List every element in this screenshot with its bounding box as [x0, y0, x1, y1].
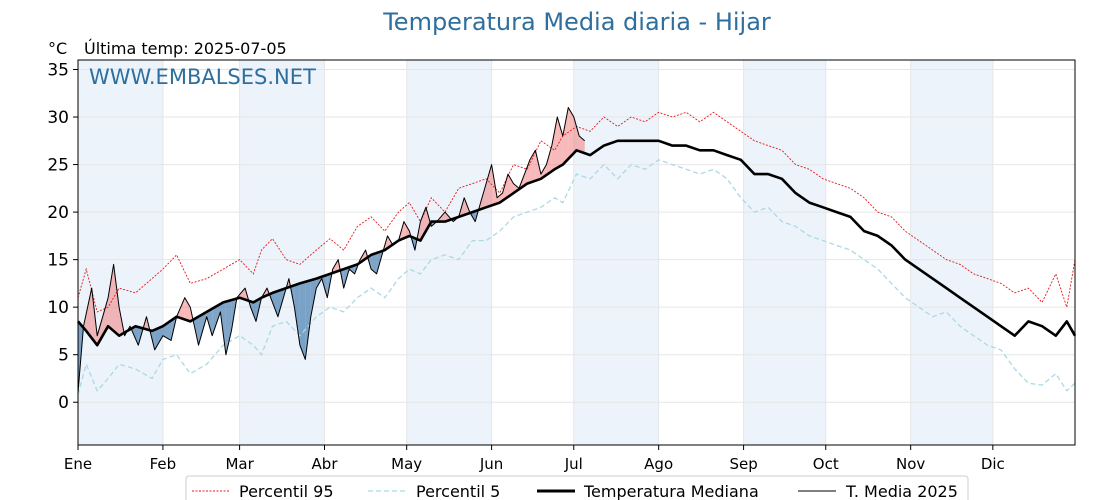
month-band-nov [910, 60, 993, 445]
y-tick-label: 35 [47, 61, 69, 81]
month-band-jul [573, 60, 659, 445]
fill-above-median [508, 174, 514, 197]
legend: Percentil 95 Percentil 5 Temperatura Med… [185, 475, 969, 500]
legend-label-current: T. Media 2025 [845, 482, 958, 500]
fill-above-median [579, 136, 585, 154]
fill-above-median [573, 117, 580, 154]
fill-above-median [403, 221, 410, 239]
fill-below-median [371, 252, 377, 274]
month-band-mar [239, 60, 325, 445]
x-tick-label: Nov [896, 455, 925, 473]
x-tick-label: Dic [981, 455, 1005, 473]
fill-above-median [529, 150, 536, 183]
x-tick-label: Sep [729, 455, 757, 473]
y-tick-label: 20 [47, 203, 69, 223]
legend-label-p95: Percentil 95 [239, 482, 334, 500]
month-bands [78, 60, 993, 445]
chart-title: Temperatura Media diaria - Hijar [382, 8, 771, 36]
fill-below-median [225, 300, 232, 355]
fill-above-median [524, 159, 530, 186]
fill-above-median [113, 264, 120, 336]
fill-below-median [299, 281, 306, 360]
fill-above-median [486, 164, 492, 208]
unit-label: °C [48, 39, 67, 58]
fill-above-median [83, 288, 92, 339]
series-line-median [77, 139, 1077, 347]
x-tick-label: Jun [479, 455, 503, 473]
fill-below-median [250, 300, 257, 322]
series-line-p5 [77, 159, 1076, 395]
month-band-may [406, 60, 492, 445]
fill-below-median [272, 291, 278, 317]
legend-label-p5: Percentil 5 [416, 482, 500, 500]
y-tick-label: 15 [47, 251, 69, 271]
watermark: WWW.EMBALSES.NET [89, 65, 316, 89]
fill-above-median [332, 259, 339, 273]
fill-above-median [546, 145, 552, 176]
fill-above-median [502, 174, 509, 201]
plot-frame [77, 59, 1076, 446]
fill-below-median [277, 289, 284, 317]
x-axis: Ene Feb Mar Abr May Jun Jul Ago Sep Oct Nov Dic [64, 445, 1005, 473]
y-tick-label: 10 [47, 298, 69, 318]
x-tick-label: Ago [644, 455, 673, 473]
legend-box [185, 475, 969, 500]
fill-below-median [212, 303, 221, 336]
x-tick-label: Jul [564, 455, 583, 473]
y-tick-label: 0 [58, 393, 69, 413]
fill-above-median [568, 107, 574, 159]
month-band-sep [743, 60, 826, 445]
fill-below-median [154, 326, 163, 350]
x-tick-label: Ene [64, 455, 92, 473]
x-tick-label: Abr [312, 455, 339, 473]
y-tick-label: 5 [58, 346, 69, 366]
y-tick-label: 30 [47, 108, 69, 128]
fill-below-median [305, 280, 311, 360]
series-line-p95 [77, 111, 1076, 313]
y-tick-label: 25 [47, 156, 69, 176]
fill-above-median [557, 117, 563, 168]
series-line-current [77, 107, 586, 393]
fill-above-median [551, 117, 558, 172]
series-lines [77, 107, 1077, 395]
fill-above-median [108, 264, 114, 331]
x-tick-label: Oct [813, 455, 839, 473]
y-axis: 0 5 10 15 20 25 30 35 [47, 61, 78, 413]
x-tick-label: Mar [225, 455, 254, 473]
subtitle: Última temp: 2025-07-05 [84, 39, 287, 58]
legend-label-median: Temperatura Mediana [583, 482, 759, 500]
x-tick-label: Feb [150, 455, 177, 473]
fill-above-median [562, 107, 569, 165]
month-band-ene [78, 60, 163, 445]
fill-above-median [184, 297, 191, 322]
grid-lines [77, 60, 1075, 445]
fill-below-median [294, 283, 300, 346]
x-tick-label: May [391, 455, 422, 473]
fill-below-median [206, 308, 213, 336]
